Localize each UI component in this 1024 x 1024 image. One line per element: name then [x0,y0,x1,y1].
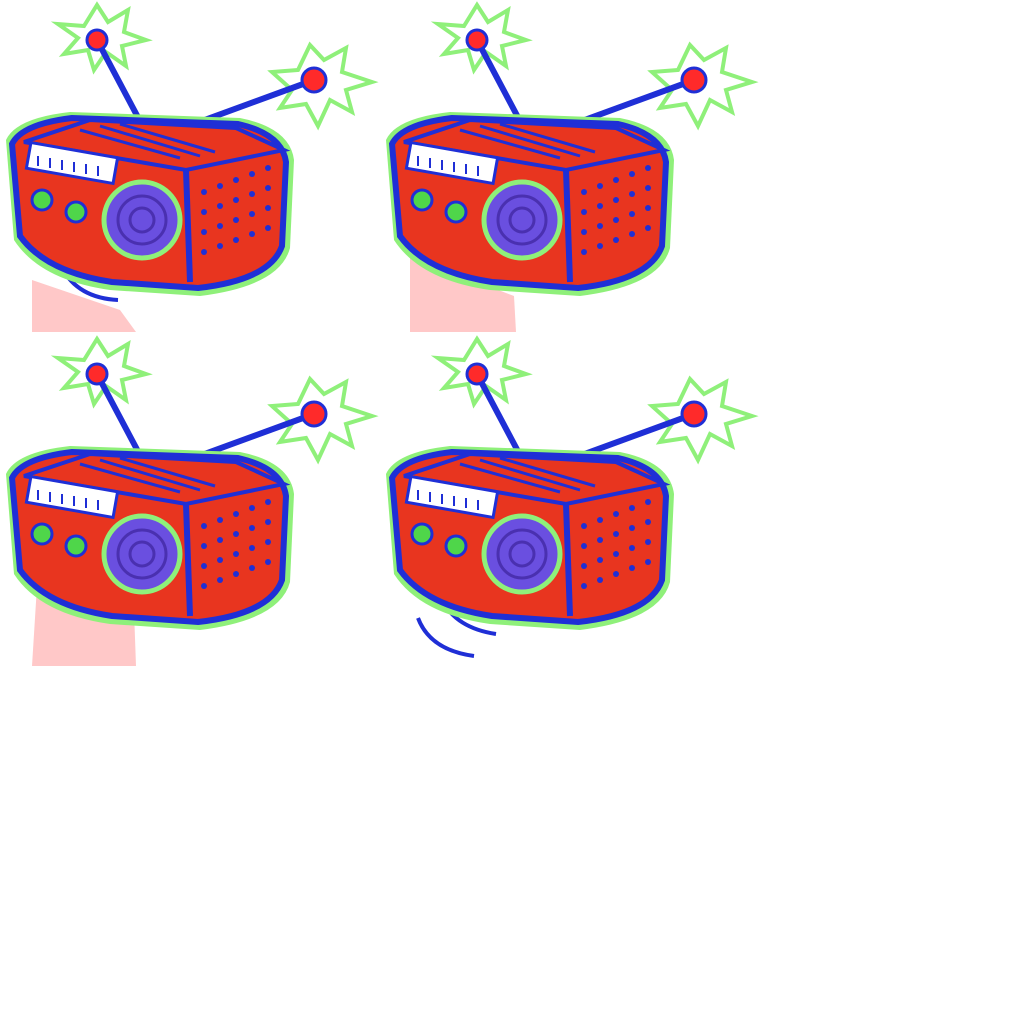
tuning-dial [404,140,500,186]
knob-icon [410,188,434,212]
radio-frame-2 [380,0,760,334]
knob-icon [30,188,54,212]
antenna-spark-icon [50,1,379,131]
knob-icon [64,200,88,224]
tuning-dial [24,474,120,520]
speaker-grille [581,499,651,589]
speaker-icon [481,179,563,261]
antenna-spark-icon [430,335,759,465]
speaker-grille [201,499,271,589]
speaker-grille [581,165,651,255]
antenna-spark-icon [430,1,759,131]
antenna-spark-icon [50,335,379,465]
shadow-shape [32,280,136,332]
radio-frame-3 [0,334,380,668]
knob-icon [64,534,88,558]
speaker-icon [481,513,563,595]
radio-icon [6,335,379,666]
speaker-grille [201,165,271,255]
knob-icon [410,522,434,546]
radio-icon [386,1,759,332]
knob-icon [30,522,54,546]
tuning-dial [404,474,500,520]
tuning-dial [24,140,120,186]
radio-frame-4 [380,334,760,668]
speaker-icon [101,179,183,261]
speaker-icon [101,513,183,595]
knob-icon [444,534,468,558]
radio-frame-1 [0,0,380,334]
knob-icon [444,200,468,224]
radio-icon [6,1,379,332]
radio-icon [386,335,759,658]
